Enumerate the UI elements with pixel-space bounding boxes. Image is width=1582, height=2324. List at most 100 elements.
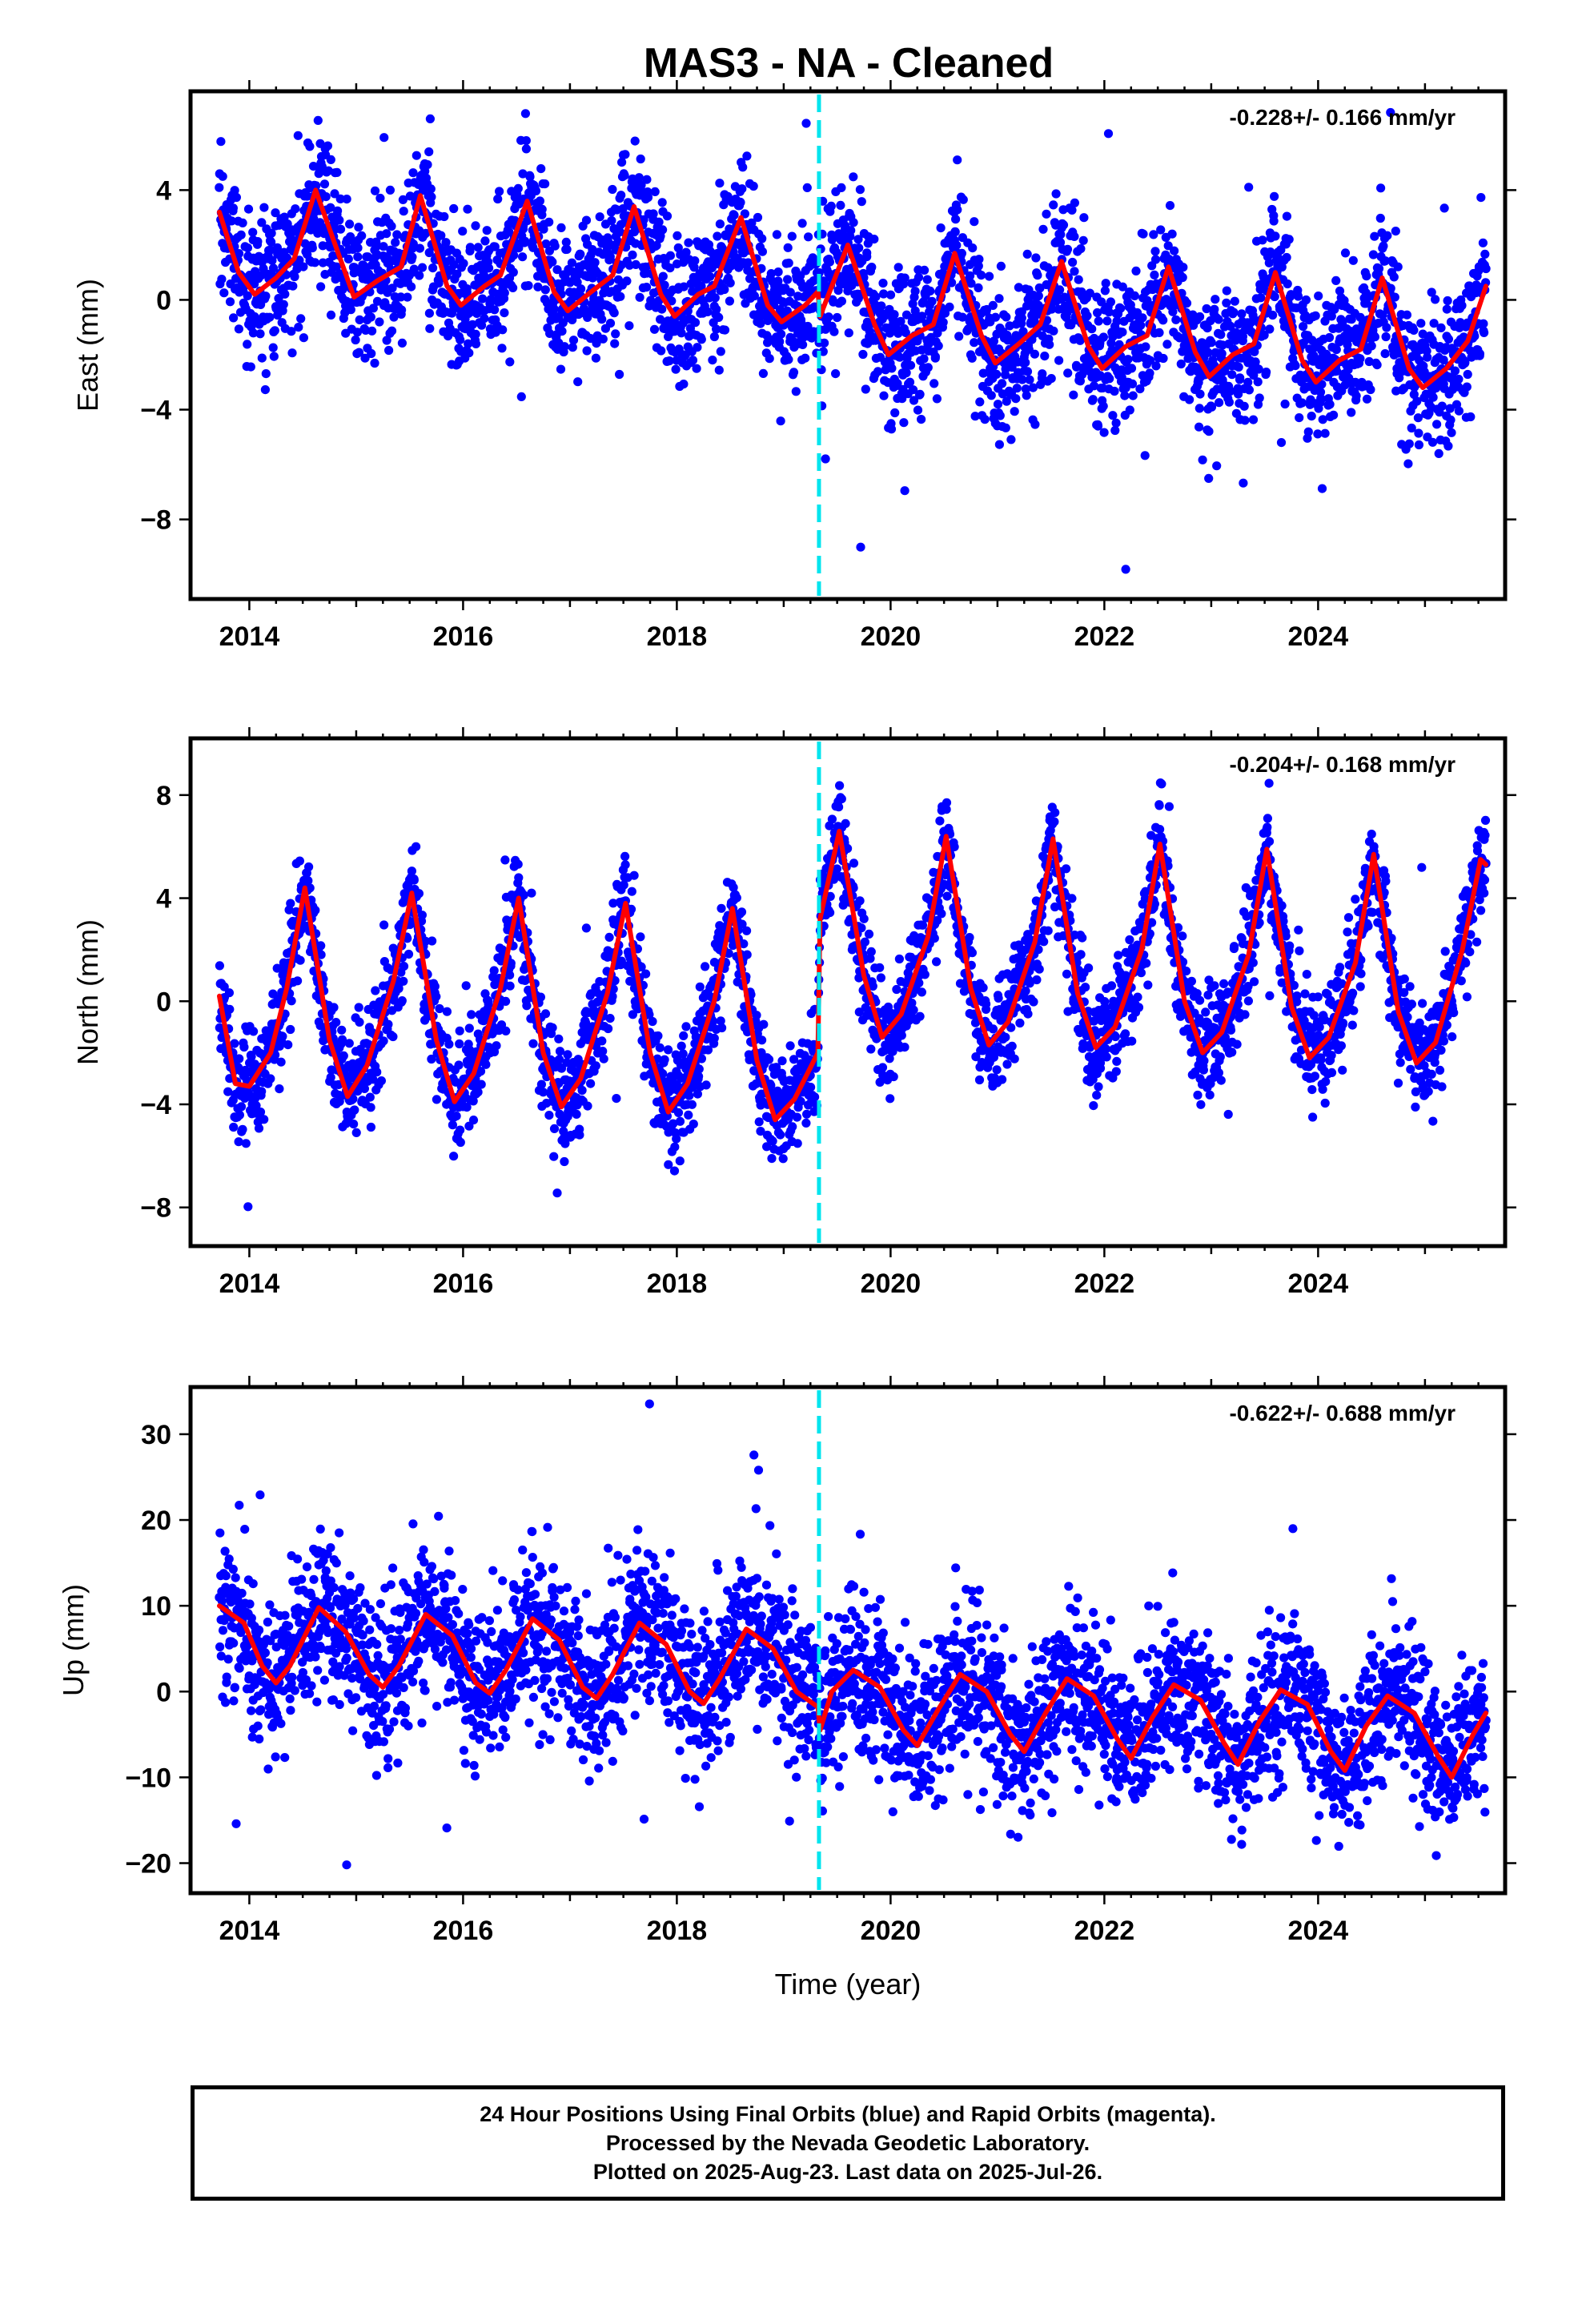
data-point (1028, 383, 1038, 392)
data-point (383, 1019, 393, 1029)
data-point (243, 1202, 253, 1212)
data-point (234, 249, 244, 259)
data-point (1076, 244, 1086, 254)
data-point (562, 1058, 572, 1068)
data-point (279, 300, 288, 309)
data-point (409, 875, 419, 885)
data-point (523, 215, 532, 226)
data-point (1227, 370, 1237, 380)
data-point (1391, 227, 1400, 236)
data-point (519, 891, 528, 900)
data-point (305, 883, 315, 893)
data-point (557, 327, 567, 336)
data-point (1116, 304, 1126, 313)
data-point (417, 263, 428, 272)
data-point (463, 204, 472, 214)
data-point (994, 294, 1004, 304)
data-point (1248, 415, 1259, 424)
data-point (886, 424, 897, 434)
data-point (405, 191, 415, 201)
data-point (869, 235, 879, 244)
data-point (562, 244, 572, 254)
data-point (326, 203, 335, 212)
data-point (1280, 399, 1290, 409)
data-point (605, 319, 616, 328)
data-point (280, 289, 290, 299)
data-point (1427, 437, 1438, 447)
data-point (500, 308, 509, 318)
data-point (1141, 342, 1150, 352)
data-point (1035, 283, 1045, 293)
data-point (1234, 362, 1243, 372)
plot-area (215, 742, 1491, 1243)
data-point (1025, 375, 1034, 384)
data-point (980, 415, 990, 424)
data-point (670, 1142, 680, 1152)
data-point (658, 271, 668, 281)
data-point (966, 279, 976, 288)
data-point (359, 1084, 369, 1093)
data-point (316, 941, 326, 951)
data-point (910, 287, 920, 296)
data-point (677, 1041, 686, 1051)
data-point (1212, 461, 1222, 471)
data-point (879, 391, 889, 400)
data-point (533, 282, 543, 292)
data-point (524, 281, 533, 291)
data-point (1126, 364, 1137, 373)
data-point (577, 1085, 587, 1096)
data-point (544, 1111, 554, 1120)
data-point (673, 243, 683, 253)
data-point (1222, 286, 1231, 296)
data-point (677, 328, 686, 338)
data-point (667, 296, 677, 306)
data-point (878, 279, 888, 288)
data-point (957, 248, 966, 258)
data-point (742, 950, 752, 959)
y-tick-label: 0 (156, 285, 171, 316)
data-point (1140, 451, 1150, 460)
data-point (1362, 394, 1372, 404)
data-point (749, 291, 760, 301)
data-point (1125, 405, 1134, 415)
data-point (537, 204, 547, 214)
data-point (550, 241, 560, 251)
data-point (1145, 368, 1154, 378)
data-point (425, 114, 436, 123)
data-point (690, 256, 700, 266)
data-point (703, 307, 713, 316)
y-axis-title: East (mm) (71, 279, 104, 412)
data-point (615, 369, 624, 380)
data-point (1428, 392, 1438, 402)
data-point (1118, 282, 1127, 292)
data-point (628, 250, 637, 259)
data-point (1437, 401, 1447, 411)
data-point (1476, 193, 1486, 203)
data-point (1103, 129, 1114, 139)
data-point (1176, 359, 1186, 369)
data-point (574, 309, 584, 320)
data-point (384, 345, 394, 356)
data-point (1210, 304, 1219, 314)
data-point (326, 310, 336, 320)
data-point (591, 1061, 600, 1071)
data-point (408, 168, 418, 178)
data-point (399, 207, 408, 216)
data-point (293, 131, 303, 140)
data-point (287, 327, 296, 336)
data-point (947, 278, 957, 287)
data-point (1105, 374, 1114, 384)
data-point (1062, 244, 1073, 254)
data-point (490, 242, 500, 251)
data-point (343, 254, 353, 263)
data-point (236, 230, 246, 239)
data-point (993, 400, 1003, 409)
data-point (660, 280, 669, 290)
data-point (1251, 357, 1260, 367)
data-point (1180, 335, 1190, 344)
data-point (379, 920, 389, 930)
data-point (253, 237, 263, 247)
data-point (679, 1031, 689, 1040)
data-point (394, 983, 404, 993)
data-point (568, 343, 577, 352)
